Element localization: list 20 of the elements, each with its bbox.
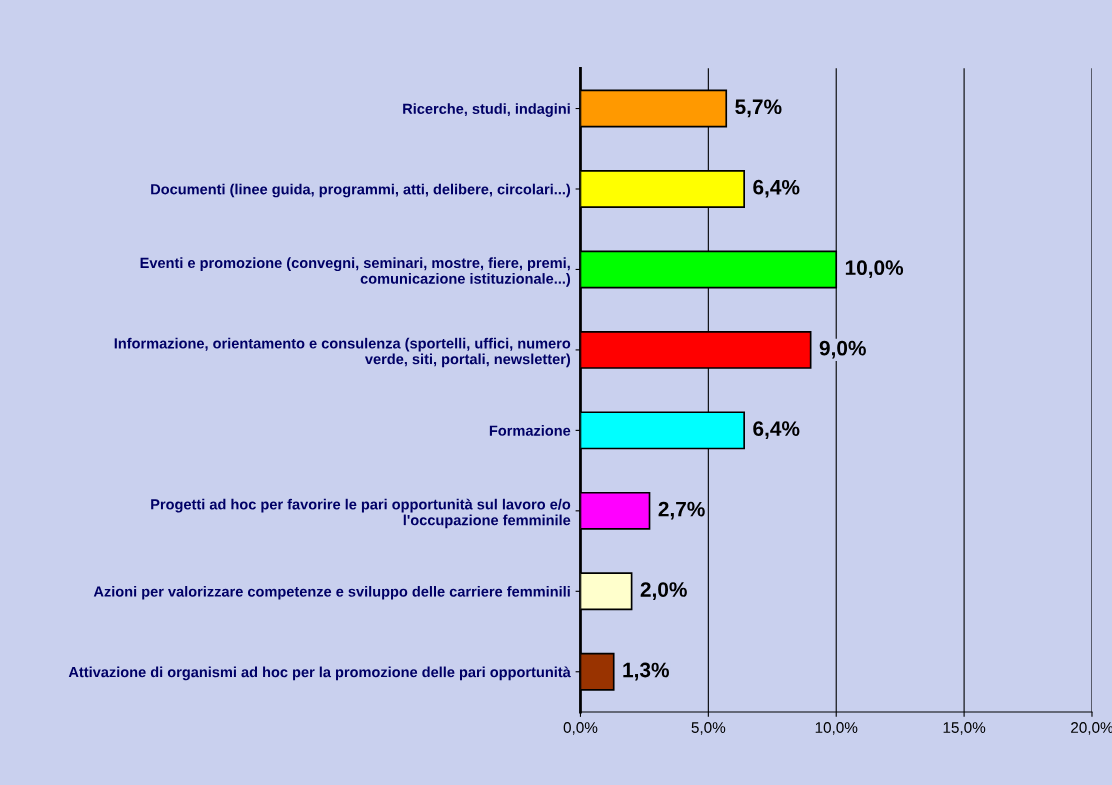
x-tick-label: 5,0% — [691, 722, 726, 735]
data-label: 2,7% — [658, 501, 705, 520]
y-tick-label: Informazione, orientamento e consulenza (sportelli, uffici, numero verde, siti, portali, newsletter) — [114, 337, 571, 368]
y-tick-label: Formazione — [489, 425, 571, 436]
x-tick-label: 10,0% — [815, 722, 858, 735]
data-label: 2,0% — [640, 582, 687, 600]
data-label: 9,0% — [819, 340, 866, 359]
y-tick-label: Ricerche, studi, indagini — [403, 103, 570, 117]
data-label: 5,7% — [735, 99, 782, 118]
y-tick-label: Progetti ad hoc per favorire le pari opportunità sul lavoro e/o l'occupazione femminile — [151, 498, 571, 529]
data-label: 10,0% — [845, 260, 904, 279]
y-tick-label: Eventi e promozione (convegni, seminari, mostre, fiere, premi, comunicazione istituzionale...) — [140, 257, 571, 287]
data-label: 1,3% — [623, 662, 669, 681]
x-tick-label: 15,0% — [943, 722, 986, 735]
x-tick-label: 0,0% — [563, 722, 598, 735]
data-label: 6,4% — [753, 421, 800, 439]
y-tick-label: Documenti (linee guida, programmi, atti, delibere, circolari...) — [151, 183, 571, 198]
y-tick-label: Attivazione di organismi ad hoc per la promozione delle pari opportunità — [68, 666, 571, 681]
y-tick-label: Azioni per valorizzare competenze e sviluppo delle carriere femminili — [93, 586, 570, 600]
data-label: 6,4% — [753, 179, 800, 198]
